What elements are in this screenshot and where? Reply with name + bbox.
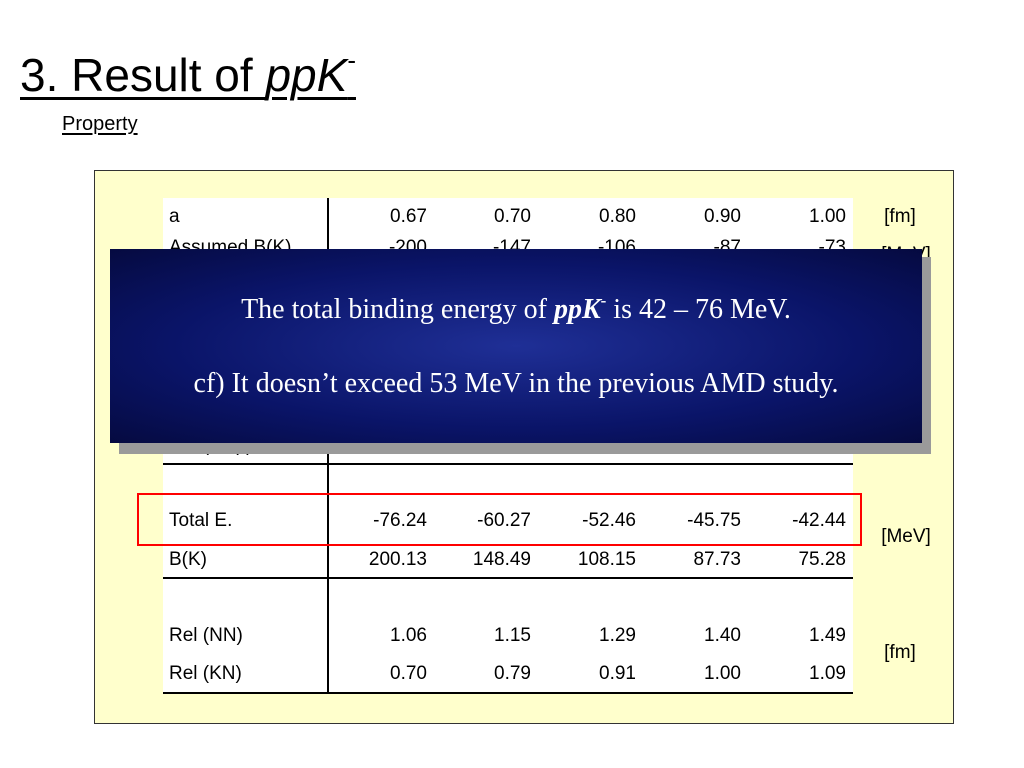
table-cell: 148.49 [472,549,531,570]
table-cell: 0.67 [390,206,427,227]
unit-label: [fm] [884,642,916,663]
table-cell: 0.70 [494,206,531,227]
table-cell: 108.15 [577,549,636,570]
table-cell: -42.44 [792,510,846,531]
table-cell: 1.15 [494,625,531,646]
title-prefix: 3. Result of [20,49,266,101]
table-cell: 0.91 [599,663,636,684]
overlay-line-2: cf) It doesn’t exceed 53 MeV in the prev… [193,368,839,399]
page-title: 3. Result of ppK- [20,30,356,105]
table-cell: -76.24 [373,510,427,531]
table-row [163,580,853,618]
table-cell: 1.00 [809,206,846,227]
row-label: Total E. [169,510,233,531]
total-energy-highlight [137,493,862,546]
unit-label: [fm] [884,206,916,227]
row-label: B(K) [169,549,207,570]
table-cell: 0.90 [704,206,741,227]
row-label: Rel (KN) [169,663,242,684]
overlay-line-1-prefix: The total binding energy of [241,294,554,325]
table-row: Rel (NN) 1.06 1.15 1.29 1.40 1.49 [163,617,853,655]
table-cell: -45.75 [687,510,741,531]
title-italic: ppK [265,49,348,101]
overlay-line-1-superscript: - [600,291,607,310]
table-horizontal-divider [163,463,853,465]
table-row: Rel (KN) 0.70 0.79 0.91 1.00 1.09 [163,655,853,693]
table-cell: 0.70 [390,663,427,684]
table-cell: 1.09 [809,663,846,684]
table-horizontal-divider [163,577,853,579]
section-subtitle: Property [62,113,138,135]
row-label: a [169,206,180,227]
table-cell: 1.00 [704,663,741,684]
table-cell: 0.80 [599,206,636,227]
overlay-line-1-italic: ppK [553,294,601,325]
table-row: B(K) 200.13 148.49 108.15 87.73 75.28 [163,541,853,579]
overlay-line-1-suffix: is 42 – 76 MeV. [606,294,791,325]
table-cell: 200.13 [368,549,427,570]
table-cell: -52.46 [582,510,636,531]
summary-overlay: The total binding energy of ppK- is 42 –… [110,249,922,443]
table-cell: 1.49 [809,625,846,646]
row-label: Rel (NN) [169,625,243,646]
table-cell: 0.79 [494,663,531,684]
table-cell: 1.06 [390,625,427,646]
table-cell: 87.73 [693,549,741,570]
table-cell: 1.40 [704,625,741,646]
overlay-line-1: The total binding energy of ppK- is 42 –… [110,291,922,326]
table-cell: 1.29 [599,625,636,646]
title-superscript: - [347,45,356,75]
table-row: a 0.67 0.70 0.80 0.90 1.00 [163,198,853,236]
unit-label: [MeV] [881,526,931,547]
table-cell: 75.28 [798,549,846,570]
table-row: Total E. -76.24 -60.27 -52.46 -45.75 -42.44 [163,502,853,540]
table-cell: -60.27 [477,510,531,531]
